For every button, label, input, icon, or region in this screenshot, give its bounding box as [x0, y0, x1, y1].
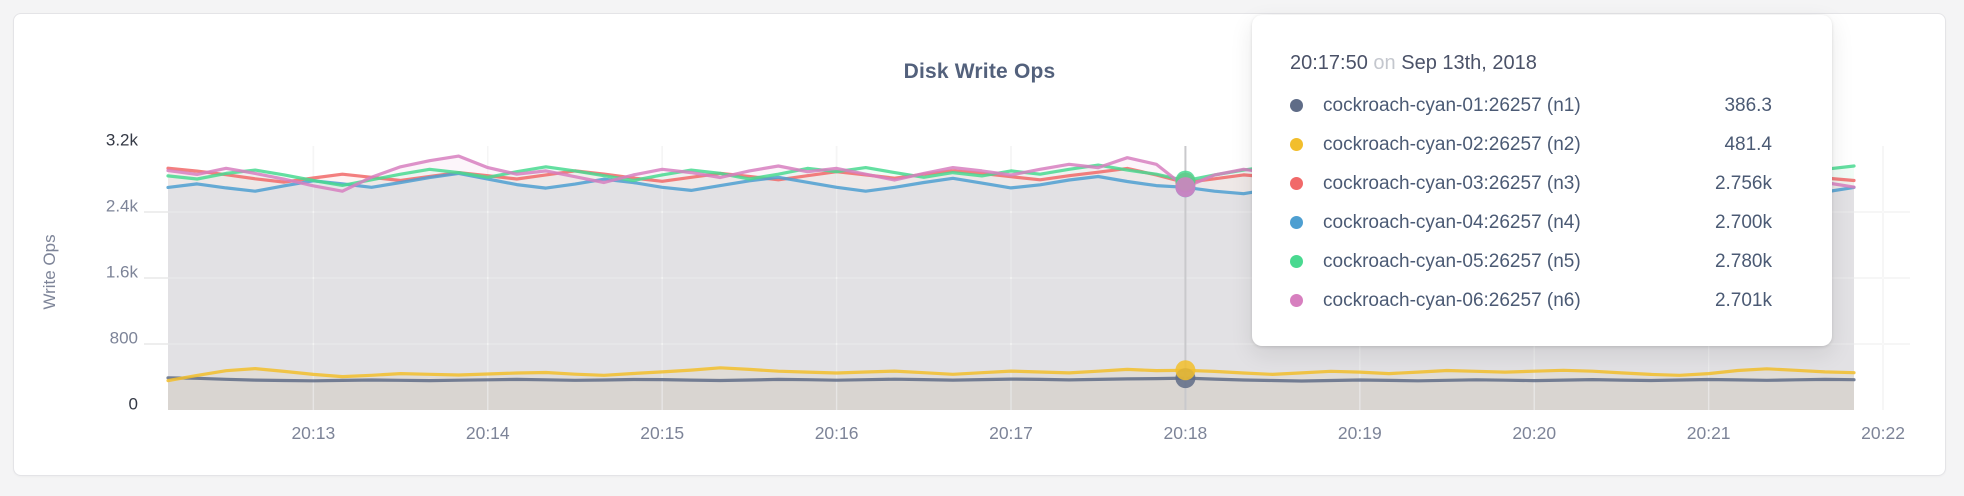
tooltip-header: 20:17:50 on Sep 13th, 2018	[1290, 51, 1772, 76]
tooltip-series-row: cockroach-cyan-01:26257 (n1) 386.3	[1290, 86, 1772, 125]
x-axis-tick-label: 20:13	[291, 423, 335, 443]
series-label: cockroach-cyan-04:26257 (n4)	[1323, 211, 1581, 233]
x-axis-tick-label: 20:18	[1164, 423, 1208, 443]
x-axis-tick-label: 20:17	[989, 423, 1033, 443]
series-line	[166, 376, 1856, 383]
series-value: 2.700k	[1714, 211, 1772, 233]
tooltip-series-row: cockroach-cyan-05:26257 (n5) 2.780k	[1290, 242, 1772, 281]
series-color-dot	[1290, 99, 1303, 112]
x-axis-tick-label: 20:14	[466, 423, 510, 443]
x-axis-tick-label: 20:20	[1512, 423, 1556, 443]
series-label: cockroach-cyan-03:26257 (n3)	[1323, 172, 1581, 194]
tooltip-series-row: cockroach-cyan-06:26257 (n6) 2.701k	[1290, 281, 1772, 320]
y-axis-tick-label: 800	[110, 328, 138, 347]
series-color-dot	[1290, 138, 1303, 151]
series-line	[166, 366, 1856, 383]
series-label: cockroach-cyan-01:26257 (n1)	[1323, 94, 1581, 116]
series-color-dot	[1290, 216, 1303, 229]
series-label: cockroach-cyan-02:26257 (n2)	[1323, 133, 1581, 155]
hover-point-dot	[1175, 360, 1196, 381]
x-axis-tick-label: 20:19	[1338, 423, 1382, 443]
tooltip-series-row: cockroach-cyan-03:26257 (n3) 2.756k	[1290, 164, 1772, 203]
series-value: 386.3	[1724, 94, 1772, 116]
series-value: 2.701k	[1714, 289, 1772, 311]
y-axis-title: Write Ops	[40, 234, 59, 309]
x-axis-tick-label: 20:21	[1687, 423, 1731, 443]
chart-title: Disk Write Ops	[903, 60, 1056, 83]
hover-tooltip: 20:17:50 on Sep 13th, 2018 cockroach-cya…	[1252, 15, 1832, 346]
tooltip-date: Sep 13th, 2018	[1401, 52, 1537, 74]
series-value: 2.756k	[1714, 172, 1772, 194]
y-axis-tick-label: 0	[129, 394, 138, 413]
tooltip-conjunction: on	[1373, 52, 1396, 74]
y-axis-tick-label: 3.2k	[106, 130, 139, 149]
series-color-dot	[1290, 294, 1303, 307]
tooltip-series-row: cockroach-cyan-04:26257 (n4) 2.700k	[1290, 203, 1772, 242]
series-value: 481.4	[1724, 133, 1772, 155]
tooltip-series-row: cockroach-cyan-02:26257 (n2) 481.4	[1290, 125, 1772, 164]
x-axis-tick-label: 20:15	[640, 423, 684, 443]
x-axis-tick-label: 20:16	[815, 423, 859, 443]
series-color-dot	[1290, 255, 1303, 268]
x-axis-tick-label: 20:22	[1861, 423, 1905, 443]
y-axis-tick-label: 2.4k	[106, 196, 139, 215]
tooltip-time: 20:17:50	[1290, 52, 1368, 74]
hover-point-dot	[1175, 177, 1196, 198]
series-label: cockroach-cyan-06:26257 (n6)	[1323, 289, 1581, 311]
series-value: 2.780k	[1714, 250, 1772, 272]
series-label: cockroach-cyan-05:26257 (n5)	[1323, 250, 1581, 272]
y-axis-tick-label: 1.6k	[106, 262, 139, 281]
series-color-dot	[1290, 177, 1303, 190]
